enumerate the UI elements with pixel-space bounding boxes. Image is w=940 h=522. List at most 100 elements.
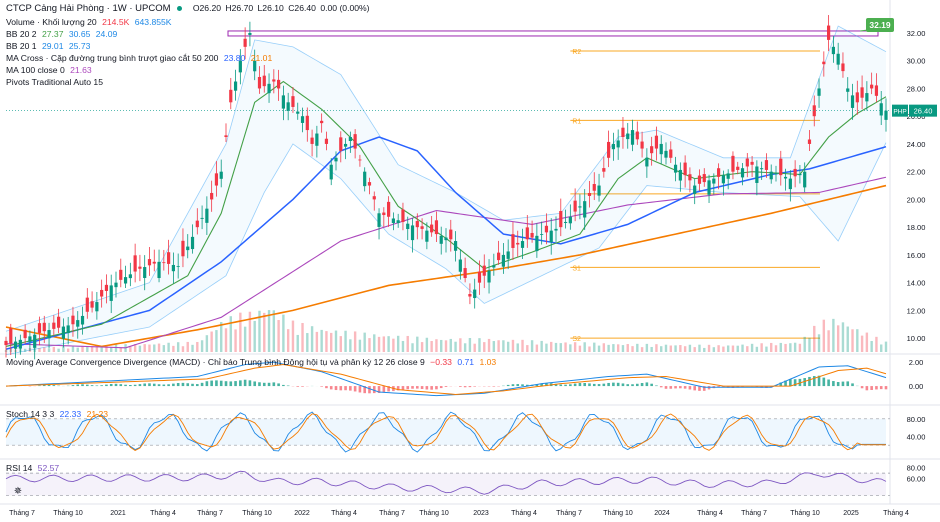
candle-body — [47, 330, 51, 339]
candle-body — [664, 150, 668, 158]
volume-bar — [798, 343, 802, 352]
legend-pivots[interactable]: Pivots Traditional Auto 15 — [6, 76, 103, 88]
candle — [300, 107, 305, 133]
volume-bar — [593, 342, 596, 352]
candle-body — [501, 254, 505, 267]
candle-body — [477, 271, 482, 283]
legend-ma100[interactable]: MA 100 close 0 21.63 — [6, 64, 92, 76]
legend-bb2-label: BB 20 1 — [6, 41, 37, 51]
legend-bb2[interactable]: BB 20 1 29.01 25.73 — [6, 40, 90, 52]
candle-body — [846, 88, 850, 92]
rsi-pane-title[interactable]: RSI 14 52.57 — [6, 463, 59, 473]
candle-body — [52, 322, 56, 329]
macd-tick-label: 0.00 — [909, 382, 924, 391]
volume-bar — [392, 338, 395, 352]
macd-histogram-bar — [540, 383, 543, 387]
volume-bar — [162, 345, 166, 352]
volume-bar — [473, 343, 476, 352]
volume-bar — [674, 345, 677, 352]
volume-bar — [554, 342, 558, 352]
volume-bar — [597, 345, 601, 352]
candle — [764, 153, 769, 178]
candle — [779, 150, 783, 186]
candle-body — [592, 184, 596, 191]
volume-bar — [664, 344, 668, 352]
candle — [401, 202, 405, 231]
time-axis-label: Tháng 10 — [53, 510, 83, 517]
candle — [884, 98, 888, 132]
macd-histogram-bar — [492, 386, 496, 387]
symbol-title[interactable]: CTCP Cảng Hải Phòng · 1W · UPCOM — [6, 3, 171, 14]
stoch-tick-label: 80.00 — [907, 415, 926, 424]
macd-histogram-bar — [52, 385, 56, 387]
candle — [406, 216, 410, 241]
candle-body — [210, 192, 214, 200]
volume-bar — [440, 339, 443, 352]
macd-pane-title[interactable]: Moving Average Convergence Divergence (M… — [6, 357, 496, 367]
volume-bar — [38, 348, 41, 352]
candle — [95, 291, 99, 320]
legend-bb1[interactable]: BB 20 2 27.37 30.65 24.09 — [6, 28, 117, 40]
candle — [525, 215, 529, 248]
candle-body — [750, 161, 754, 165]
candle — [645, 148, 649, 178]
volume-bar — [239, 312, 242, 352]
macd-histogram-bar — [76, 384, 80, 387]
macd-histogram-bar — [176, 383, 180, 387]
volume-bar — [401, 340, 405, 352]
candle-body — [673, 164, 678, 173]
time-axis-label: Tháng 4 — [697, 510, 723, 517]
candle-body — [578, 206, 582, 208]
legend-macross[interactable]: MA Cross · Cặp đường trung bình trượt gi… — [6, 52, 272, 64]
candle — [415, 213, 419, 240]
candle — [602, 156, 606, 178]
legend-volume[interactable]: Volume · Khối lượng 20 214.5K 643.855K — [6, 16, 172, 28]
candle — [654, 126, 659, 161]
stoch-v1: 22.33 — [59, 409, 82, 419]
stoch-band — [6, 418, 886, 446]
volume-bar — [588, 346, 591, 352]
candle-body — [401, 209, 405, 222]
legend-macross-v1: 23.80 — [223, 53, 246, 63]
macd-histogram-bar — [86, 384, 89, 387]
legend-bb2-v2: 25.73 — [68, 41, 91, 51]
candle-body — [415, 221, 419, 228]
macd-histogram-bar — [607, 382, 610, 387]
macd-histogram-bar — [698, 386, 701, 391]
candle-body — [783, 176, 788, 179]
volume-bar — [636, 343, 639, 352]
candle — [640, 131, 644, 158]
candle-body — [836, 53, 840, 65]
last-price-value: 26.40 — [914, 107, 933, 116]
candle-body — [559, 211, 563, 228]
candle-body — [788, 178, 792, 190]
candle — [109, 274, 113, 314]
volume-bar — [349, 339, 352, 352]
candle — [865, 81, 869, 111]
legend-bb2-v1: 29.01 — [41, 41, 64, 51]
candle — [516, 230, 520, 257]
candle-body — [104, 284, 109, 291]
candle-body — [621, 127, 625, 137]
candle — [18, 334, 22, 355]
candle-body — [688, 174, 692, 181]
candle-body — [740, 168, 745, 178]
candle-body — [391, 218, 395, 224]
macd-histogram-bar — [109, 383, 113, 387]
volume-bar — [47, 348, 51, 352]
candle — [219, 159, 223, 188]
candle — [520, 228, 525, 260]
candle — [28, 330, 32, 351]
time-axis-label: Tháng 10 — [603, 510, 633, 517]
volume-bar — [760, 343, 763, 352]
volume-bar — [23, 348, 27, 352]
volume-bar — [172, 345, 175, 352]
macd-histogram-bar — [100, 385, 103, 387]
volume-bar — [76, 347, 79, 352]
volume-bar — [626, 344, 629, 352]
stoch-pane-title[interactable]: Stoch 14 3 3 22.33 21.23 — [6, 409, 108, 419]
candle-body — [669, 149, 673, 158]
candle — [803, 162, 807, 193]
macd-histogram-bar — [473, 386, 476, 387]
